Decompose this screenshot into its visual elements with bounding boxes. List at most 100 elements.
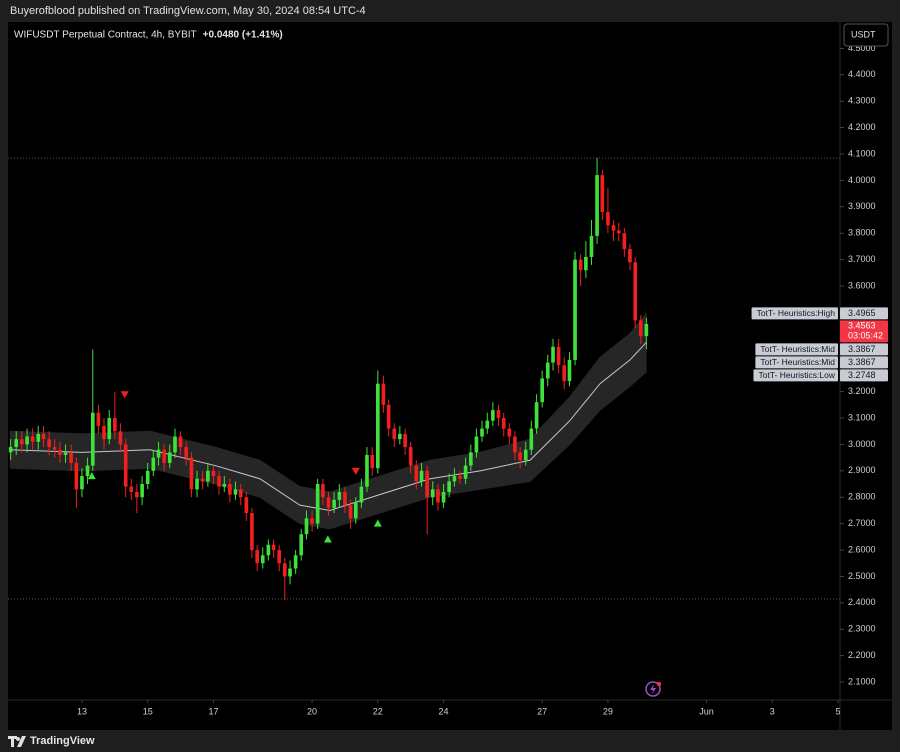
candle-body [370, 454, 375, 469]
footer: TradingView [0, 730, 900, 752]
candle-body [381, 383, 386, 405]
candle-body [178, 436, 183, 448]
candle-body [611, 225, 616, 231]
candle-body [600, 175, 605, 213]
indicator-name: TotT- Heuristics:Mid [760, 344, 835, 354]
indicator-name-box [751, 307, 838, 320]
y-tick-label: 4.1000 [848, 148, 876, 158]
y-tick-label: 3.2000 [848, 386, 876, 396]
y-tick-label: 3.1000 [848, 412, 876, 422]
indicator-name: TotT- Heuristics:Low [758, 370, 835, 380]
y-tick-label: 2.4000 [848, 597, 876, 607]
candle-body [217, 476, 221, 487]
buy-signal [87, 472, 96, 480]
candle-body [343, 491, 347, 506]
x-tick-label: Jun [699, 706, 714, 716]
candle-body [321, 484, 325, 498]
y-tick-label: 2.6000 [848, 544, 876, 554]
candle-body [244, 497, 249, 514]
y-tick-label: 2.7000 [848, 518, 876, 528]
candle-body [102, 425, 106, 440]
buy-signal [323, 535, 332, 543]
currency-label[interactable]: USDT [851, 29, 876, 39]
candle-body [184, 447, 188, 458]
candle-body [293, 555, 298, 569]
candle-body [419, 470, 424, 482]
candle-body [551, 346, 555, 363]
indicator-value-box [840, 343, 888, 356]
brand: TradingView [30, 735, 95, 747]
indicator-value-box [840, 356, 888, 369]
candle-body [145, 470, 150, 485]
indicator-value: 3.2748 [848, 370, 876, 380]
buy-signal [373, 519, 382, 527]
y-tick-label: 4.4000 [848, 69, 876, 79]
candle-body [90, 412, 95, 466]
y-tick-label: 3.8000 [848, 228, 876, 238]
countdown: 03:05:42 [848, 331, 883, 341]
candle-body [135, 491, 139, 498]
indicator-name-box [755, 356, 838, 369]
candle-body [616, 230, 621, 234]
plot [8, 157, 840, 601]
candle-body [545, 362, 550, 379]
candle-body [200, 478, 205, 482]
indicator-name: TotT- Heuristics:High [757, 308, 836, 318]
candle-body [595, 175, 599, 236]
candle-body [430, 489, 435, 498]
candle-body [36, 433, 41, 442]
candle-body [69, 452, 73, 463]
last-price: 3.4563 [848, 321, 876, 331]
currency-button-box[interactable] [843, 23, 889, 47]
candle-body [310, 518, 314, 524]
y-tick-label: 2.3000 [848, 624, 876, 634]
indicator-value: 3.3867 [848, 344, 876, 354]
candle-body [644, 323, 649, 337]
y-tick-label: 3.9000 [848, 201, 876, 211]
candle-body [638, 320, 643, 337]
chart-area [8, 22, 892, 730]
candle-body [107, 418, 112, 440]
y-tick-label: 4.0000 [848, 175, 876, 185]
sell-signal [351, 467, 360, 475]
candle-body [513, 436, 517, 453]
y-tick-label: 4.5000 [848, 43, 876, 53]
candle-body [113, 418, 117, 432]
indicator-name-box [755, 343, 838, 356]
candle-body [255, 550, 259, 564]
band-upper-line [9, 313, 647, 493]
x-tick-label: 3 [770, 706, 775, 716]
x-tick-label: 13 [77, 706, 87, 716]
candle-body [556, 346, 561, 366]
candle-body [8, 447, 13, 453]
price-axis: 2.1000 2.2000 2.3000 2.4000 2.5000 2.6000 2.70… [840, 43, 876, 686]
candle-body [167, 452, 172, 463]
candle-body [41, 433, 46, 440]
candle-body [501, 418, 506, 429]
candle-body [326, 497, 331, 508]
publish-line: Buyerofblood published on TradingView.co… [10, 5, 366, 17]
candle-body [25, 436, 29, 445]
currency-button[interactable]: USDT [843, 23, 889, 47]
candle-body [52, 447, 57, 450]
indicator-value: 3.4965 [848, 308, 876, 318]
candle-body [228, 484, 232, 495]
candle-body [578, 259, 583, 271]
x-tick-label: 15 [143, 706, 153, 716]
candle-body [156, 449, 161, 458]
candle-body [469, 452, 473, 466]
candle-body [480, 428, 484, 437]
candle-body [222, 484, 227, 487]
candle-body [14, 439, 19, 448]
candle-body [485, 420, 490, 429]
candle-body [398, 433, 402, 440]
x-tick-label: 5 [836, 706, 841, 716]
candle-body [162, 449, 166, 463]
candle-body [282, 563, 287, 577]
candle-body [288, 568, 292, 577]
candle-body [238, 489, 243, 498]
candle-body [414, 465, 419, 482]
candle-body [271, 544, 276, 551]
candle-body [304, 518, 309, 535]
